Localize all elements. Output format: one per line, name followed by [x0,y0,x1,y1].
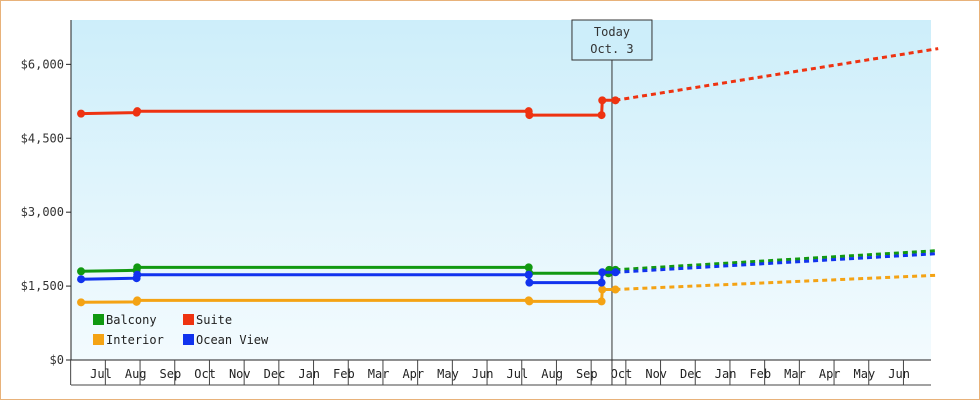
x-tick-label: Nov [229,367,251,381]
series-layer [77,47,939,307]
plot-background [71,20,931,360]
legend-label-balcony: Balcony [106,313,157,327]
x-tick-label: Feb [749,367,771,381]
data-point [133,107,142,116]
y-tick-label: $3,000 [21,205,64,219]
data-point [598,285,607,294]
today-marker: Today Oct. 3 [571,19,653,385]
legend-label-interior: Interior [106,333,164,347]
x-tick-label: Oct [611,367,633,381]
x-tick-label: Feb [333,367,355,381]
legend-label-ocean-view: Ocean View [196,333,269,347]
data-point [525,278,534,287]
x-tick-label: Dec [264,367,286,381]
legend-label-suite: Suite [196,313,232,327]
x-tick-label: Apr [402,367,424,381]
x-tick-label: Nov [645,367,667,381]
x-tick-label: Jun [472,367,494,381]
x-tick-label: Jan [715,367,737,381]
x-tick-label: Sep [160,367,182,381]
x-tick-label: Oct [194,367,216,381]
x-tick-label: Aug [125,367,147,381]
today-date: Oct. 3 [590,42,633,56]
legend-swatch-balcony [93,314,104,325]
series-interior [77,273,939,307]
legend-swatch-ocean-view [183,334,194,345]
data-point [611,285,620,294]
y-tick-label: $4,500 [21,131,64,145]
x-tick-label: Apr [819,367,841,381]
data-point [77,109,86,118]
data-point [77,275,86,284]
y-tick-label: $0 [50,353,64,367]
x-axis: Jul Aug Sep Oct Nov Dec Jan Feb Mar Apr May Jun Jul A… [70,359,931,386]
x-tick-label: Mar [784,367,806,381]
data-point [77,267,86,276]
today-box [571,19,653,61]
data-point [597,278,606,287]
series-suite [77,47,939,120]
data-point [525,297,534,306]
data-point [611,268,620,277]
series-ocean-view [77,252,939,287]
y-axis: $0 $1,500 $3,000 $4,500 $6,000 [21,20,72,367]
x-tick-label: May [437,367,459,381]
x-tick-label: May [854,367,876,381]
y-tick-label: $6,000 [21,57,64,71]
data-point [133,270,142,279]
x-tick-label: Sep [576,367,598,381]
legend-swatch-interior [93,334,104,345]
data-point [525,111,534,120]
data-point [133,263,142,272]
data-point [77,298,86,307]
x-tick-label: Dec [680,367,702,381]
y-tick-label: $1,500 [21,279,64,293]
data-point [597,297,606,306]
x-tick-label: Aug [541,367,563,381]
data-point [597,111,606,120]
x-tick-label: Mar [368,367,390,381]
x-tick-label: Jun [888,367,910,381]
x-tick-label: Jul [90,367,112,381]
data-point [598,268,607,277]
legend: Balcony Suite Interior Ocean View [93,313,269,347]
series-forecast-suite [615,47,939,102]
data-point [133,296,142,305]
data-point [611,96,620,105]
x-tick-label: Jan [298,367,320,381]
data-point [524,270,533,279]
data-point [524,263,533,272]
today-label: Today [594,25,630,39]
x-tick-label: Jul [507,367,529,381]
legend-swatch-suite [183,314,194,325]
data-point [598,96,607,105]
